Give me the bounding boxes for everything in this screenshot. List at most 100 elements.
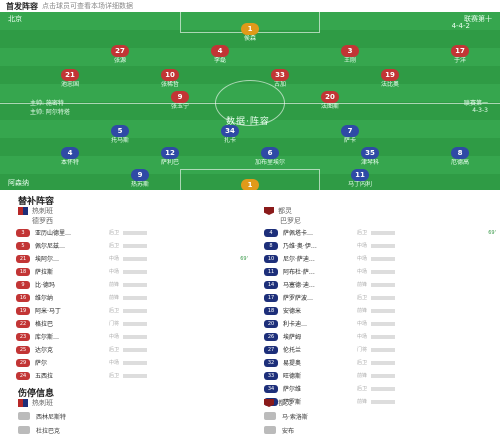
sub-row[interactable]: 25 达尔克 后卫 xyxy=(16,343,248,356)
away-player[interactable]: 34 扎卡 xyxy=(200,118,260,144)
home-player[interactable]: 17 于洋 xyxy=(430,38,490,64)
sub-row[interactable]: 32 易提奥 后卫 xyxy=(264,356,496,369)
away-player[interactable]: 35 津琴科 xyxy=(340,140,400,166)
home-player[interactable]: 33 古加 xyxy=(250,62,310,88)
away-player[interactable]: 6 加布里埃尔 xyxy=(240,140,300,166)
sub-row[interactable]: 3 亚历山德里… 后卫 xyxy=(16,226,248,239)
sub-name: 五西拉 xyxy=(35,373,54,380)
player-name: 法比奥 xyxy=(380,81,399,88)
sub-row[interactable]: 10 尼尔·萨迪… 中场 xyxy=(264,252,496,265)
home-player[interactable]: 19 法比奥 xyxy=(360,62,420,88)
injury-row[interactable]: 马·索洛斯 xyxy=(264,410,308,422)
sub-row[interactable]: 19 阿米·马丁 后卫 xyxy=(16,304,248,317)
home-player[interactable]: 9 张玉宁 xyxy=(150,84,210,110)
sub-number: 33 xyxy=(264,371,278,380)
away-player[interactable]: 8 厄德高 xyxy=(430,140,490,166)
sub-row[interactable]: 26 埃萨姆 中场 xyxy=(264,330,496,343)
sub-row[interactable]: 11 阿布杜·萨… 中场 xyxy=(264,265,496,278)
sub-number: 20 xyxy=(264,319,278,328)
subs-away-team[interactable]: 都灵 xyxy=(264,206,292,216)
sub-row[interactable]: 27 伦托兰 门将 xyxy=(264,343,496,356)
sub-row[interactable]: 23 库尔斯… 中场 xyxy=(16,330,248,343)
sub-row[interactable]: 21 埃阿尔… 中场 69' xyxy=(16,252,248,265)
injuries-away-team[interactable]: 都灵 xyxy=(264,398,292,408)
away-player[interactable]: 4 本怀特 xyxy=(40,140,100,166)
injury-row[interactable]: 杜拉巴克 xyxy=(18,424,60,436)
header-subtitle: 点击球员可查看本场详细数据 xyxy=(42,2,133,10)
stat-bar xyxy=(371,334,396,339)
sub-row[interactable]: 9 比·德玛 前锋 xyxy=(16,278,248,291)
sub-name: 维尔纳 xyxy=(35,295,54,302)
pitch-away-info: 主帅: 阿尔特塔 xyxy=(30,109,70,116)
subs-home-team-name: 热刺班 xyxy=(32,207,53,215)
subs-home-team[interactable]: 热刺班 xyxy=(18,206,53,216)
pitch-away-tag: 联赛第一 xyxy=(463,100,488,107)
home-player[interactable]: 27 张源 xyxy=(90,38,150,64)
injury-row[interactable]: 西林尼斯特 xyxy=(18,410,66,422)
stat-bar xyxy=(123,308,148,313)
sub-number: 5 xyxy=(16,241,30,250)
injury-icon xyxy=(264,412,276,420)
player-name: 厄德高 xyxy=(450,159,469,166)
sub-row[interactable]: 17 萨罗萨波… 后卫 xyxy=(264,291,496,304)
sub-row[interactable]: 33 旺德斯 前锋 xyxy=(264,369,496,382)
stat-bar xyxy=(123,334,148,339)
sub-position: 中场 xyxy=(109,360,120,366)
sub-row[interactable]: 18 安德米 前锋 xyxy=(264,304,496,317)
player-name: 马丁内利 xyxy=(347,181,372,188)
sub-row[interactable]: 34 萨尔维 后卫 xyxy=(264,382,496,395)
sub-row[interactable]: 8 乃维·奥·伊… 中场 xyxy=(264,239,496,252)
away-player[interactable]: 5 托马斯 xyxy=(90,118,150,144)
away-player[interactable]: 7 萨卡 xyxy=(320,118,380,144)
sub-row[interactable]: 14 马塞德·迪… 前锋 xyxy=(264,278,496,291)
player-name: 张玉宁 xyxy=(170,103,189,110)
sub-name: 萨尔维 xyxy=(283,386,302,393)
home-player[interactable]: 3 王刚 xyxy=(320,38,380,64)
player-name: 于洋 xyxy=(453,57,466,64)
stat-bar xyxy=(371,399,396,404)
subs-away-coach: 巴罗尼 xyxy=(280,217,301,225)
subs-home-coach: 德罗西 xyxy=(32,217,53,225)
home-player[interactable]: 4 李磊 xyxy=(190,38,250,64)
stat-bar xyxy=(123,373,148,378)
player-number: 4 xyxy=(211,45,229,57)
sub-row[interactable]: 4 萨佩塔卡… 后卫 69' xyxy=(264,226,496,239)
sub-number: 4 xyxy=(264,228,278,237)
injuries-home-team[interactable]: 热刺班 xyxy=(18,398,53,408)
home-player[interactable]: 1 侯森 xyxy=(220,16,280,42)
player-name: 萨利巴 xyxy=(160,159,179,166)
away-player[interactable]: 1拉姆斯代尔 xyxy=(220,172,280,190)
home-player[interactable]: 21 池忠国 xyxy=(40,62,100,88)
sub-row[interactable]: 18 萨拉斯 中场 xyxy=(16,265,248,278)
sub-position: 后卫 xyxy=(357,386,368,392)
player-number: 21 xyxy=(61,69,79,81)
sub-row[interactable]: 16 维尔纳 前锋 xyxy=(16,291,248,304)
stat-bar xyxy=(123,230,148,235)
sub-row[interactable]: 29 萨尔 中场 xyxy=(16,356,248,369)
sub-number: 16 xyxy=(16,293,30,302)
home-player[interactable]: 20 法图斯 xyxy=(300,84,360,110)
sub-number: 21 xyxy=(16,254,30,263)
stat-bar xyxy=(371,282,396,287)
away-player[interactable]: 12 萨利巴 xyxy=(140,140,200,166)
player-name: 扎卡 xyxy=(223,137,236,144)
sub-row[interactable]: 5 佩尔尼兹… 后卫 xyxy=(16,239,248,252)
sub-position: 门将 xyxy=(357,347,368,353)
sub-name: 埃萨姆 xyxy=(283,334,302,341)
injury-row[interactable]: 安布 xyxy=(264,424,294,436)
sub-position: 后卫 xyxy=(357,295,368,301)
sub-position: 中场 xyxy=(109,334,120,340)
sub-row[interactable]: 20 利卡迪… 中场 xyxy=(264,317,496,330)
injuries-home-team-name: 热刺班 xyxy=(32,399,53,407)
home-player[interactable]: 10 张稀哲 xyxy=(140,62,200,88)
injuries-away-team-name: 都灵 xyxy=(278,399,292,407)
stat-bar xyxy=(123,243,148,248)
stat-bar xyxy=(371,295,396,300)
sub-name: 萨尔 xyxy=(35,360,48,367)
away-player[interactable]: 11 马丁内利 xyxy=(330,162,390,188)
away-player[interactable]: 9 热苏斯 xyxy=(110,162,170,188)
sub-row[interactable]: 24 五西拉 后卫 xyxy=(16,369,248,382)
sub-position: 后卫 xyxy=(109,308,120,314)
sub-position: 后卫 xyxy=(357,230,368,236)
sub-row[interactable]: 22 格拉巴 门将 xyxy=(16,317,248,330)
